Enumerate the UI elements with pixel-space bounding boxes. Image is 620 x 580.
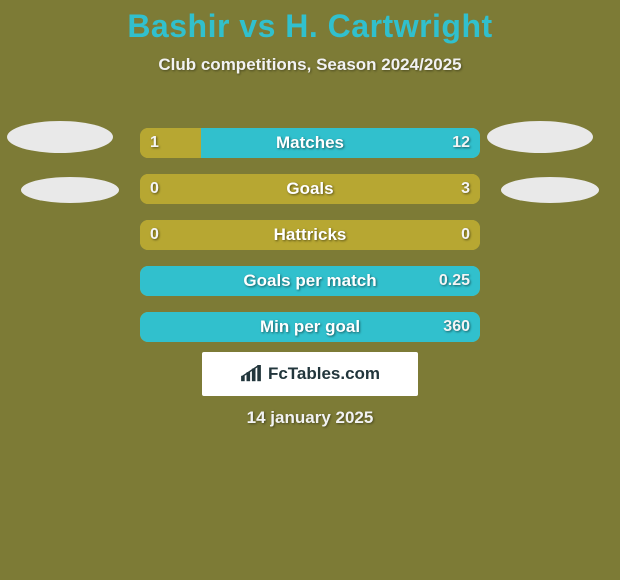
brand-text: FcTables.com [268, 364, 380, 384]
stat-label: Matches [140, 128, 480, 158]
stat-rows: 112Matches03Goals00Hattricks0.25Goals pe… [0, 120, 620, 350]
brand-card: FcTables.com [202, 352, 418, 396]
comparison-infographic: Bashir vs H. Cartwright Club competition… [0, 0, 620, 580]
stat-label: Goals per match [140, 266, 480, 296]
stat-label: Min per goal [140, 312, 480, 342]
stat-row: 360Min per goal [0, 304, 620, 350]
stat-row: 03Goals [0, 166, 620, 212]
stat-label: Goals [140, 174, 480, 204]
subtitle: Club competitions, Season 2024/2025 [0, 55, 620, 75]
date-line: 14 january 2025 [0, 408, 620, 428]
stat-row: 0.25Goals per match [0, 258, 620, 304]
page-title: Bashir vs H. Cartwright [0, 0, 620, 45]
stat-row: 112Matches [0, 120, 620, 166]
brand-chart-icon [240, 365, 262, 383]
stat-label: Hattricks [140, 220, 480, 250]
stat-row: 00Hattricks [0, 212, 620, 258]
